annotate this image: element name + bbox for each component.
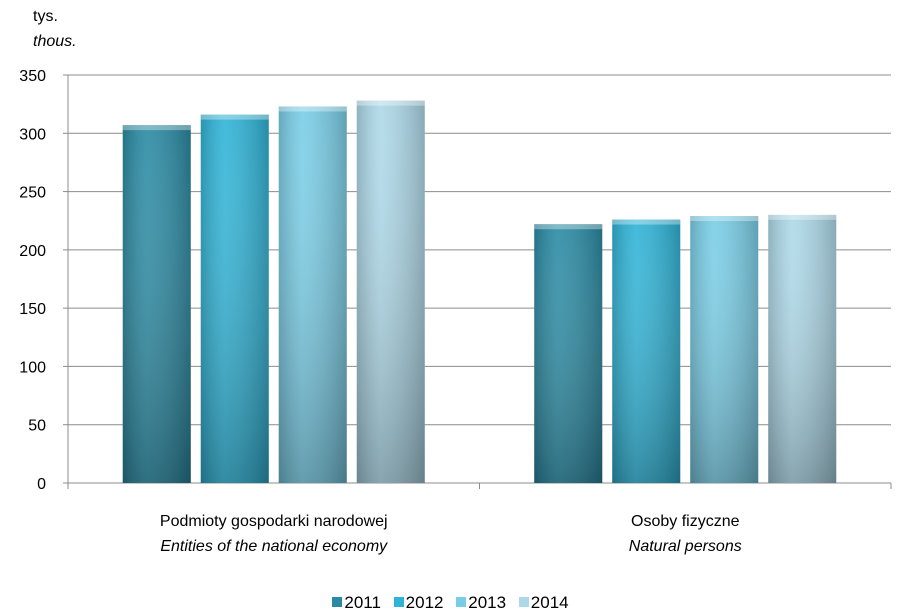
bar-2011-entities: [122, 125, 191, 483]
bar-bevel: [690, 216, 759, 222]
bar-shade: [278, 106, 347, 483]
bar-2013-entities: [278, 106, 347, 483]
y-tick-label: 50: [28, 418, 46, 435]
bar-chart: 0 50 100 150 200 250 300 350: [19, 68, 892, 493]
bar-bevel: [200, 114, 269, 120]
legend-item-2013: 2013: [456, 593, 506, 613]
bar-2012-persons: [612, 219, 681, 483]
axes: 0 50 100 150 200 250 300 350: [19, 68, 892, 493]
y-tick-label: 0: [37, 476, 46, 493]
legend-swatch: [332, 597, 343, 607]
category-label-persons: Osoby fizyczne Natural persons: [505, 509, 865, 559]
bars: [122, 100, 837, 484]
category-label-en: Natural persons: [628, 538, 742, 555]
bar-2012-entities: [200, 114, 269, 484]
legend-item-2011: 2011: [332, 593, 381, 613]
y-tick-label: 300: [19, 126, 46, 143]
category-label-pl: Osoby fizyczne: [631, 513, 740, 530]
y-tick-label: 150: [19, 301, 46, 318]
bar-2014-persons: [768, 214, 837, 483]
y-tick-label: 200: [19, 243, 46, 260]
bar-shade: [612, 219, 681, 483]
legend-item-2012: 2012: [393, 593, 444, 613]
bar-bevel: [768, 214, 837, 220]
legend-swatch: [518, 597, 529, 607]
category-label-en: Entities of the national economy: [160, 538, 388, 555]
bar-2011-persons: [534, 224, 603, 483]
bar-shade: [200, 114, 269, 484]
bar-shade: [534, 224, 603, 483]
bar-shade: [768, 214, 837, 483]
y-tick-label: 250: [19, 185, 46, 202]
y-tick-label: 350: [19, 68, 46, 85]
legend-item-2014: 2014: [518, 593, 569, 613]
bar-2014-entities: [356, 100, 425, 483]
gridlines: [68, 74, 891, 426]
category-label-entities: Podmioty gospodarki narodowej Entities o…: [94, 509, 454, 559]
legend-label: 2013: [468, 593, 507, 612]
y-unit-label: tys.: [33, 8, 58, 25]
bar-2013-persons: [690, 216, 759, 483]
legend-label: 2012: [405, 593, 444, 612]
bar-bevel: [122, 125, 191, 131]
legend-label: 2011: [344, 593, 381, 612]
legend: 2011 2012 2013 2014: [0, 593, 901, 613]
bar-shade: [356, 100, 425, 483]
bar-shade: [690, 216, 759, 483]
bar-bevel: [534, 224, 603, 230]
category-label-pl: Podmioty gospodarki narodowej: [159, 513, 388, 530]
y-unit-label-en: thous.: [33, 33, 77, 50]
bar-bevel: [612, 219, 681, 225]
y-tick-label: 100: [19, 359, 46, 376]
legend-swatch: [456, 597, 467, 607]
bar-bevel: [278, 106, 347, 112]
bar-bevel: [356, 100, 425, 106]
bar-shade: [122, 125, 191, 483]
legend-swatch: [393, 597, 404, 607]
legend-label: 2014: [530, 593, 569, 612]
